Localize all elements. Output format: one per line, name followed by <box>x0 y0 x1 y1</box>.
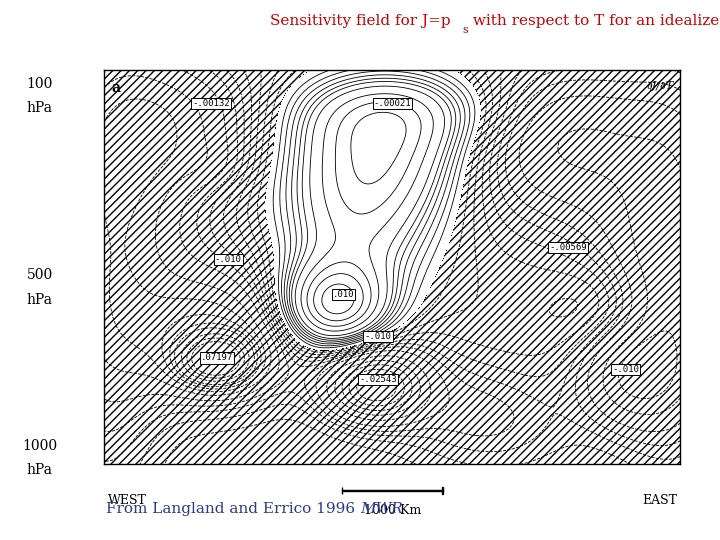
Text: ∂J/∂T: ∂J/∂T <box>647 81 673 91</box>
Text: 500: 500 <box>27 268 53 282</box>
Text: 1000 Km: 1000 Km <box>364 504 421 517</box>
Text: -.010: -.010 <box>364 332 392 341</box>
Text: s: s <box>462 25 468 36</box>
Text: 100: 100 <box>27 77 53 91</box>
Text: 1000: 1000 <box>22 438 57 453</box>
Text: Sensitivity field for J=p: Sensitivity field for J=p <box>270 14 450 28</box>
Text: -.00569: -.00569 <box>549 243 587 252</box>
Text: EAST: EAST <box>642 494 677 507</box>
Text: -.010: -.010 <box>215 255 242 264</box>
Text: .010: .010 <box>333 291 354 299</box>
Point <box>99 460 110 469</box>
Text: .07197: .07197 <box>201 354 233 362</box>
Text: -.00021: -.00021 <box>374 99 411 108</box>
Text: hPa: hPa <box>27 463 53 477</box>
Text: hPa: hPa <box>27 293 53 307</box>
Text: WEST: WEST <box>108 494 147 507</box>
Text: MWR: MWR <box>360 502 402 516</box>
Text: From Langland and Errico 1996: From Langland and Errico 1996 <box>106 502 360 516</box>
Text: -.02543: -.02543 <box>359 375 397 384</box>
Text: with respect to T for an idealized cyclone: with respect to T for an idealized cyclo… <box>468 14 720 28</box>
Text: -.00132: -.00132 <box>192 99 230 108</box>
Text: a: a <box>112 81 120 95</box>
Text: -.010: -.010 <box>612 365 639 374</box>
Text: hPa: hPa <box>27 101 53 115</box>
